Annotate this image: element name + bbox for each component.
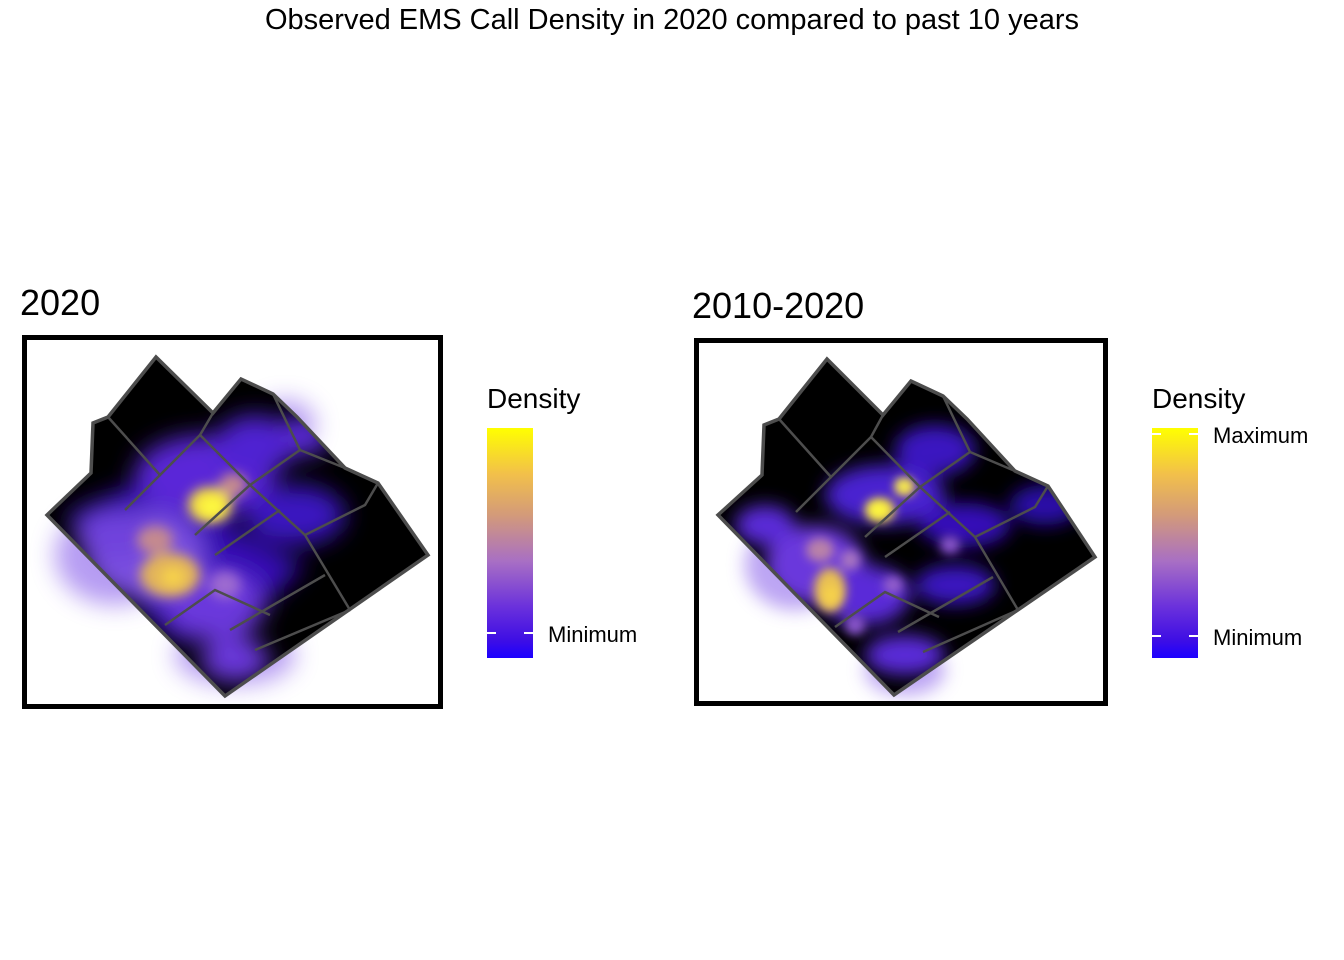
legend-title-2010-2020: Density [1152,383,1246,414]
panel-title-2010-2020: 2010-2020 [692,285,865,326]
boundaries-2020 [44,354,431,699]
legend-label-maximum-2010-2020: Maximum [1213,423,1309,448]
map-2020 [22,335,443,709]
density-peak [824,481,909,605]
legend-colorbar-2020 [487,428,533,658]
legend-label-minimum-2020: Minimum [548,622,638,647]
density-map-2010-2020 [715,356,1098,698]
chart-title: Observed EMS Call Density in 2020 compar… [264,4,1079,36]
legend-label-minimum-2010-2020: Minimum [1213,625,1303,650]
density-peak [161,499,222,586]
boundaries-2010-2020 [715,356,1098,698]
map-2010-2020 [694,338,1108,706]
density-map-2020 [44,354,431,699]
panel-title-2020: 2020 [20,282,101,323]
density-hotspots [137,473,247,599]
legend-colorbar-2010-2020 [1152,428,1198,658]
legend-title-2020: Density [487,383,581,414]
